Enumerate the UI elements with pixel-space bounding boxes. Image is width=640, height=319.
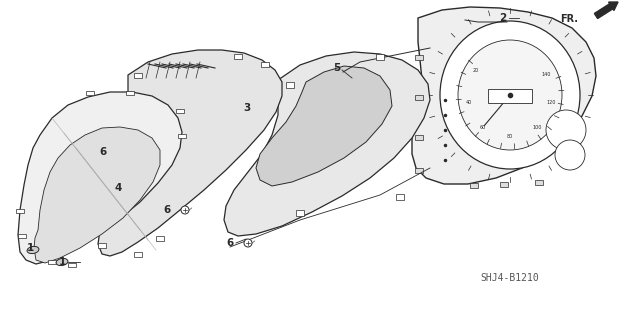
Bar xyxy=(134,73,142,78)
Bar xyxy=(376,54,384,60)
Text: 20: 20 xyxy=(472,68,479,73)
Bar xyxy=(156,236,164,241)
Text: 6: 6 xyxy=(163,205,171,215)
Bar xyxy=(500,182,508,187)
Ellipse shape xyxy=(458,40,562,150)
Polygon shape xyxy=(224,52,430,236)
Bar xyxy=(488,89,532,103)
Bar xyxy=(68,263,76,267)
Bar xyxy=(96,174,104,179)
Bar xyxy=(98,243,106,248)
Text: 140: 140 xyxy=(541,71,551,77)
Ellipse shape xyxy=(27,246,39,254)
Bar xyxy=(234,54,242,59)
FancyArrow shape xyxy=(595,2,618,19)
Bar xyxy=(296,210,304,216)
Bar xyxy=(286,82,294,88)
Circle shape xyxy=(181,206,189,214)
Circle shape xyxy=(546,110,586,150)
Bar xyxy=(48,260,56,264)
Ellipse shape xyxy=(440,21,580,169)
Text: 40: 40 xyxy=(465,100,472,105)
Ellipse shape xyxy=(56,258,68,266)
Polygon shape xyxy=(256,66,392,186)
Text: 6: 6 xyxy=(227,238,234,248)
Bar xyxy=(535,180,543,185)
Polygon shape xyxy=(18,92,182,264)
Text: 80: 80 xyxy=(507,135,513,139)
Bar xyxy=(415,55,423,60)
Text: 4: 4 xyxy=(115,183,122,193)
Text: SHJ4-B1210: SHJ4-B1210 xyxy=(481,273,540,283)
Bar xyxy=(261,62,269,67)
Bar xyxy=(470,183,478,188)
Text: 60: 60 xyxy=(480,125,486,130)
Circle shape xyxy=(116,148,124,156)
Text: 120: 120 xyxy=(547,100,556,105)
Circle shape xyxy=(244,239,252,247)
Bar xyxy=(415,168,423,173)
Text: 5: 5 xyxy=(333,63,340,73)
Text: 2: 2 xyxy=(499,13,507,23)
Text: 1: 1 xyxy=(26,243,34,253)
Polygon shape xyxy=(34,127,160,263)
Bar xyxy=(126,91,134,95)
Polygon shape xyxy=(98,50,282,256)
Text: 100: 100 xyxy=(532,125,541,130)
Circle shape xyxy=(555,140,585,170)
Text: FR.: FR. xyxy=(560,14,578,24)
Bar xyxy=(396,194,404,200)
Bar xyxy=(18,234,26,238)
Bar xyxy=(16,209,24,213)
Text: 3: 3 xyxy=(243,103,251,113)
Bar xyxy=(86,91,94,95)
Bar xyxy=(178,134,186,138)
Bar xyxy=(176,109,184,113)
Bar xyxy=(134,252,142,257)
Bar xyxy=(415,135,423,140)
Text: 6: 6 xyxy=(99,147,107,157)
Polygon shape xyxy=(412,7,596,184)
Text: 1: 1 xyxy=(58,257,66,267)
Bar xyxy=(415,95,423,100)
